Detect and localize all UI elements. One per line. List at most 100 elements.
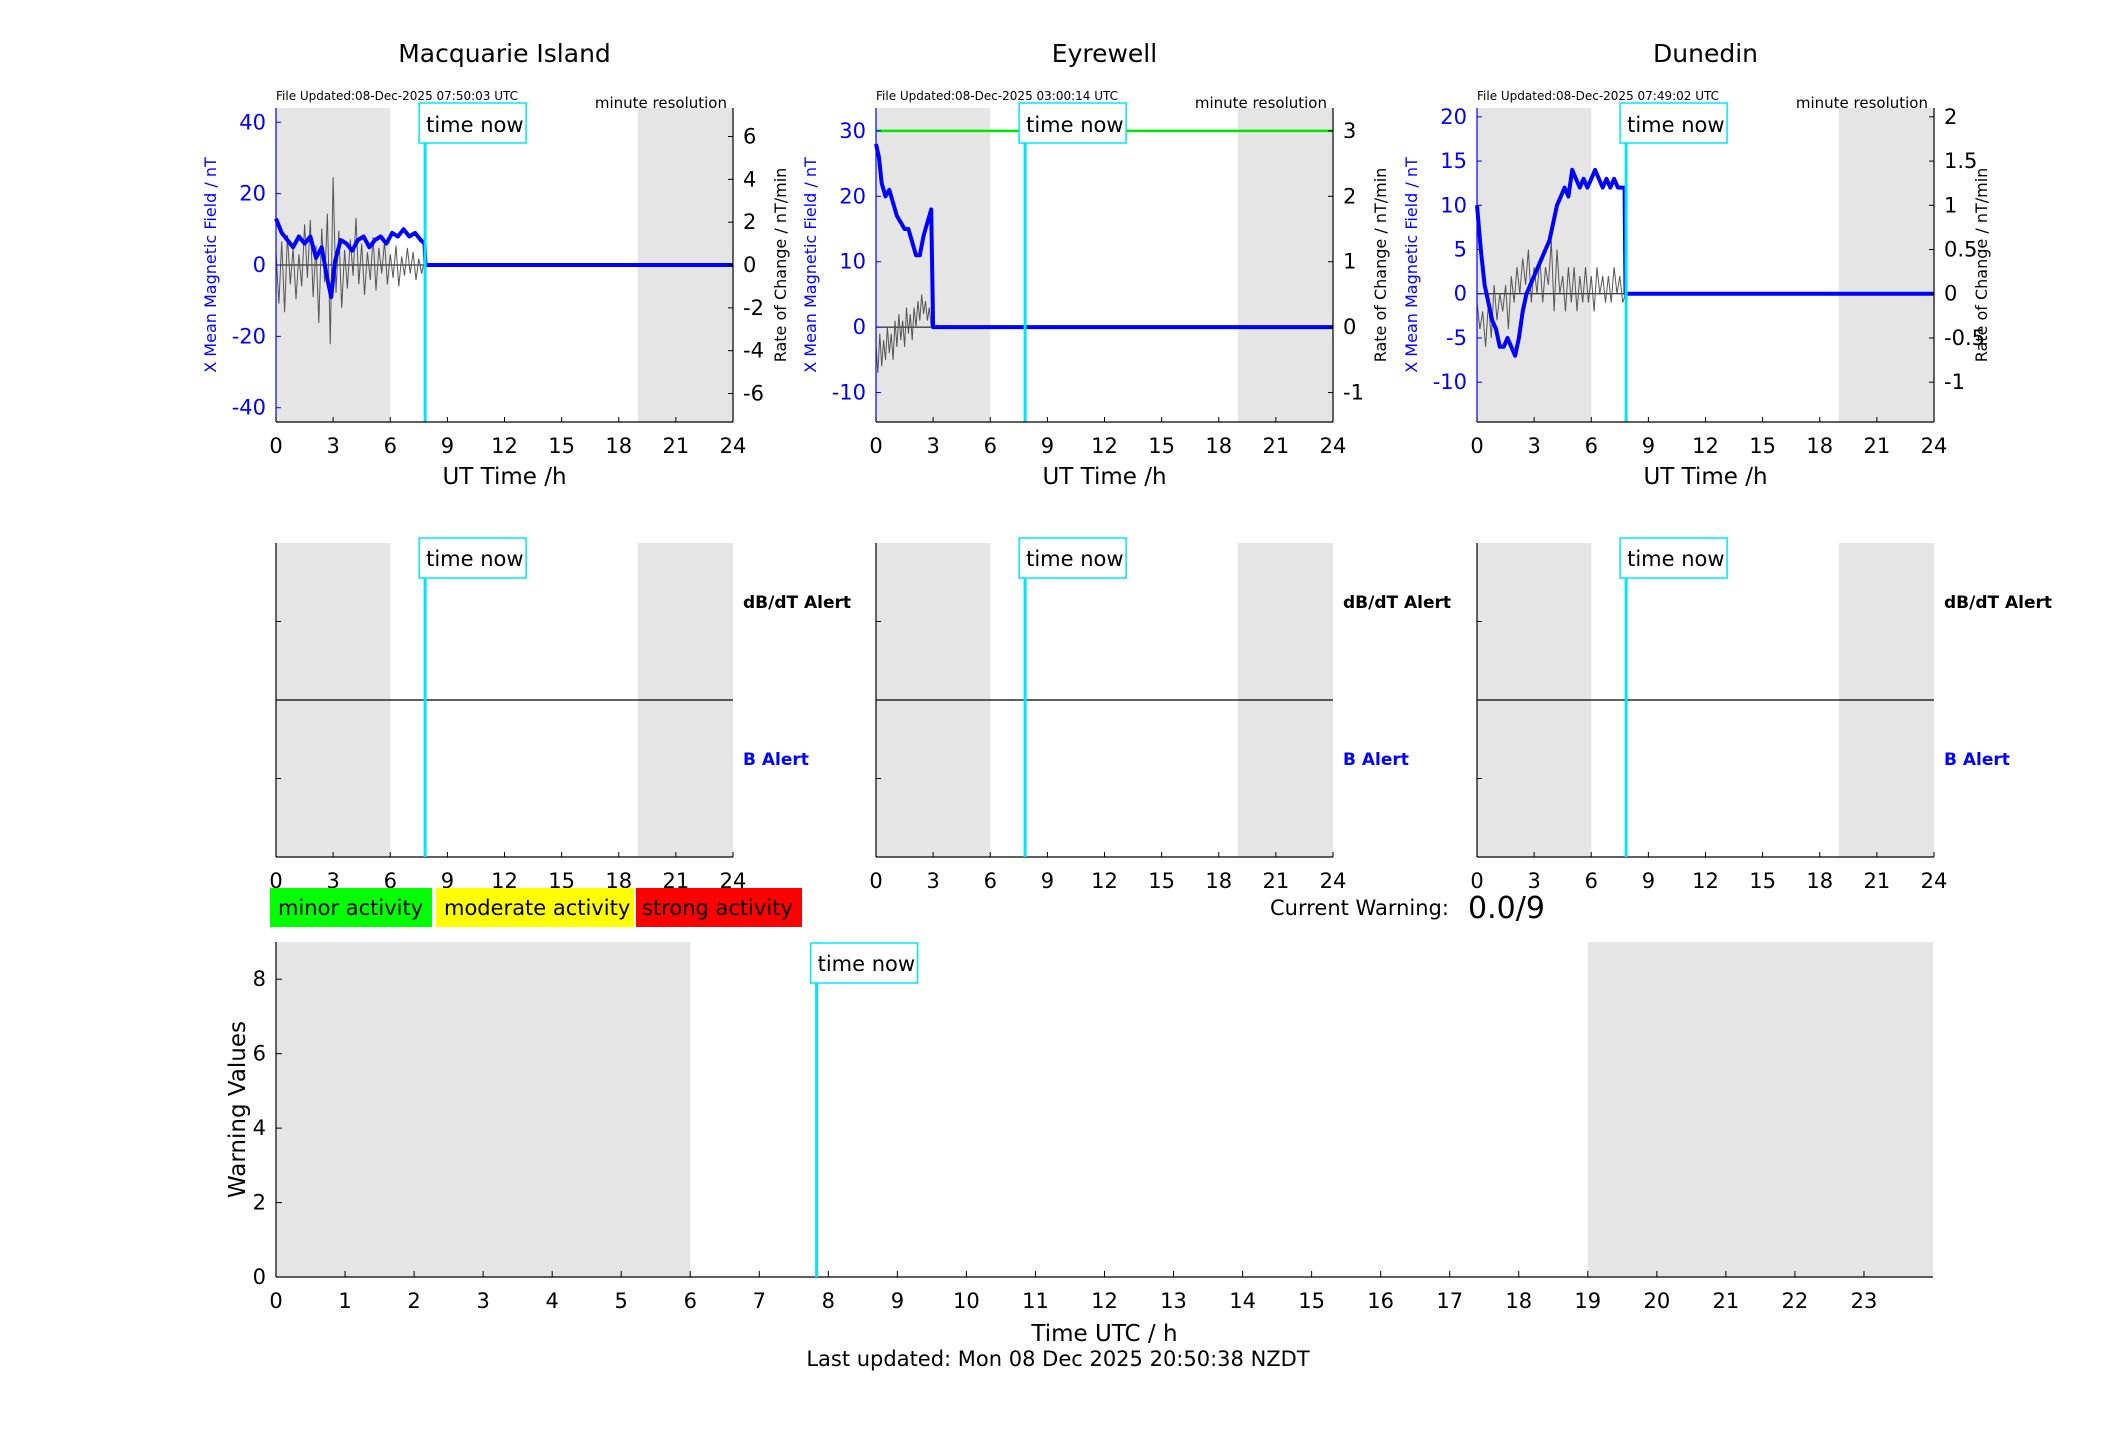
- right-tick-label: 6: [743, 124, 756, 148]
- night-band: [1587, 942, 1933, 1277]
- warning-x-tick-label: 17: [1436, 1289, 1463, 1313]
- x-field-series: [1475, 167, 1934, 358]
- right-tick-label: 2: [743, 210, 756, 234]
- x-tick-label: 24: [1320, 869, 1347, 893]
- x-tick-label: 0: [269, 869, 282, 893]
- station-title: Macquarie Island: [398, 39, 611, 68]
- station-panel-0: Macquarie Island File Updated:08-Dec-2025…: [201, 39, 790, 490]
- warning-x-tick-label: 13: [1160, 1289, 1187, 1313]
- file-updated-text: File Updated:08-Dec-2025 07:49:02 UTC: [1477, 89, 1719, 103]
- x-tick-label: 0: [1470, 869, 1483, 893]
- strong-activity-swatch: [636, 888, 802, 927]
- time-now-box: [418, 537, 527, 579]
- b-alert-label: B Alert: [1944, 750, 2010, 770]
- warning-x-tick-label: 19: [1574, 1289, 1601, 1313]
- left-tick-label: 20: [839, 184, 866, 208]
- x-tick-label: 21: [1263, 869, 1290, 893]
- warning-y-tick-label: 0: [253, 1265, 266, 1289]
- activity-legend: minor activity moderate activity strong …: [270, 888, 802, 927]
- resolution-text: minute resolution: [595, 94, 727, 112]
- x-tick-label: 12: [1692, 869, 1719, 893]
- right-y-label: Rate of Change / nT/min: [771, 168, 790, 363]
- right-tick-label: -2: [743, 296, 764, 320]
- x-tick-label: 12: [1692, 434, 1719, 458]
- dbdt-alert-label: dB/dT Alert: [1944, 593, 2052, 613]
- alert-panel-1: dB/dT Alert B Alert time now 0 3 6 9 12 15 18 21 24: [869, 537, 1451, 893]
- x-tick-label: 9: [1041, 869, 1054, 893]
- x-tick-label: 24: [1921, 869, 1948, 893]
- x-tick-label: 9: [441, 434, 454, 458]
- warning-x-tick-label: 4: [545, 1289, 558, 1313]
- x-field-series: [274, 217, 733, 300]
- x-tick-label: 18: [605, 434, 632, 458]
- time-now-label: time now: [426, 113, 523, 137]
- left-tick-label: 20: [239, 182, 266, 206]
- dbdt-alert-label: dB/dT Alert: [743, 593, 851, 613]
- right-tick-label: 1: [1343, 250, 1356, 274]
- x-tick-label: 15: [548, 434, 575, 458]
- rate-of-change-series: [875, 294, 934, 373]
- x-tick-label: 0: [869, 869, 882, 893]
- x-tick-label: 9: [1642, 434, 1655, 458]
- b-alert-label: B Alert: [743, 750, 809, 770]
- left-tick-label: 5: [1454, 238, 1467, 262]
- x-axis-label: UT Time /h: [442, 464, 566, 490]
- right-tick-label: 2: [1343, 184, 1356, 208]
- minor-activity-swatch: [270, 888, 432, 927]
- station-panel-1: Eyrewell File Updated:08-Dec-2025 03:00:1…: [801, 39, 1390, 490]
- night-band: [276, 942, 691, 1277]
- time-now-box: [809, 942, 919, 984]
- left-tick-label: 30: [839, 119, 866, 143]
- right-tick-label: 2: [1944, 105, 1957, 129]
- x-tick-label: 6: [384, 869, 397, 893]
- warning-x-tick-label: 3: [476, 1289, 489, 1313]
- last-updated: Last updated: Mon 08 Dec 2025 20:50:38 N…: [806, 1347, 1310, 1371]
- right-tick-label: -0.5: [1944, 326, 1985, 350]
- x-tick-label: 12: [1091, 869, 1118, 893]
- right-tick-label: 0: [743, 253, 756, 277]
- station-title: Dunedin: [1653, 39, 1758, 68]
- left-tick-label: 0: [1454, 282, 1467, 306]
- time-now-box: [1018, 537, 1127, 579]
- right-tick-label: -4: [743, 339, 764, 363]
- alert-panels: dB/dT Alert B Alert time now 0 3 6 9 12 15 18 21 24…: [269, 537, 2052, 893]
- x-tick-label: 6: [984, 869, 997, 893]
- right-tick-label: 0: [1343, 315, 1356, 339]
- time-now-label: time now: [1627, 113, 1724, 137]
- resolution-text: minute resolution: [1195, 94, 1327, 112]
- x-tick-label: 3: [926, 434, 939, 458]
- time-now-label: time now: [1026, 547, 1123, 571]
- current-warning-label: Current Warning:: [1270, 896, 1449, 920]
- x-tick-label: 3: [326, 869, 339, 893]
- x-tick-label: 3: [1527, 869, 1540, 893]
- warning-x-tick-label: 0: [269, 1289, 282, 1313]
- x-tick-label: 21: [1263, 434, 1290, 458]
- warning-x-tick-label: 11: [1022, 1289, 1049, 1313]
- x-tick-label: 15: [1148, 434, 1175, 458]
- warning-x-tick-label: 21: [1713, 1289, 1740, 1313]
- x-tick-label: 18: [1205, 434, 1232, 458]
- left-tick-label: -10: [1433, 370, 1467, 394]
- x-tick-label: 6: [384, 434, 397, 458]
- left-tick-label: -40: [232, 396, 266, 420]
- right-tick-label: -6: [743, 382, 764, 406]
- x-tick-label: 18: [1806, 869, 1833, 893]
- dbdt-alert-label: dB/dT Alert: [1343, 593, 1451, 613]
- moderate-activity-label: moderate activity: [444, 896, 630, 920]
- warning-x-tick-label: 20: [1643, 1289, 1670, 1313]
- x-tick-label: 0: [1470, 434, 1483, 458]
- warning-x-tick-label: 16: [1367, 1289, 1394, 1313]
- warning-y-tick-label: 8: [253, 967, 266, 991]
- warning-x-tick-label: 9: [891, 1289, 904, 1313]
- right-tick-label: 3: [1343, 119, 1356, 143]
- warning-x-tick-label: 14: [1229, 1289, 1256, 1313]
- time-now-label: time now: [818, 952, 915, 976]
- x-tick-label: 18: [1205, 869, 1232, 893]
- current-warning-value: 0.0/9: [1468, 891, 1545, 926]
- file-updated-text: File Updated:08-Dec-2025 07:50:03 UTC: [276, 89, 518, 103]
- x-tick-label: 6: [984, 434, 997, 458]
- resolution-text: minute resolution: [1796, 94, 1928, 112]
- left-tick-label: 20: [1440, 105, 1467, 129]
